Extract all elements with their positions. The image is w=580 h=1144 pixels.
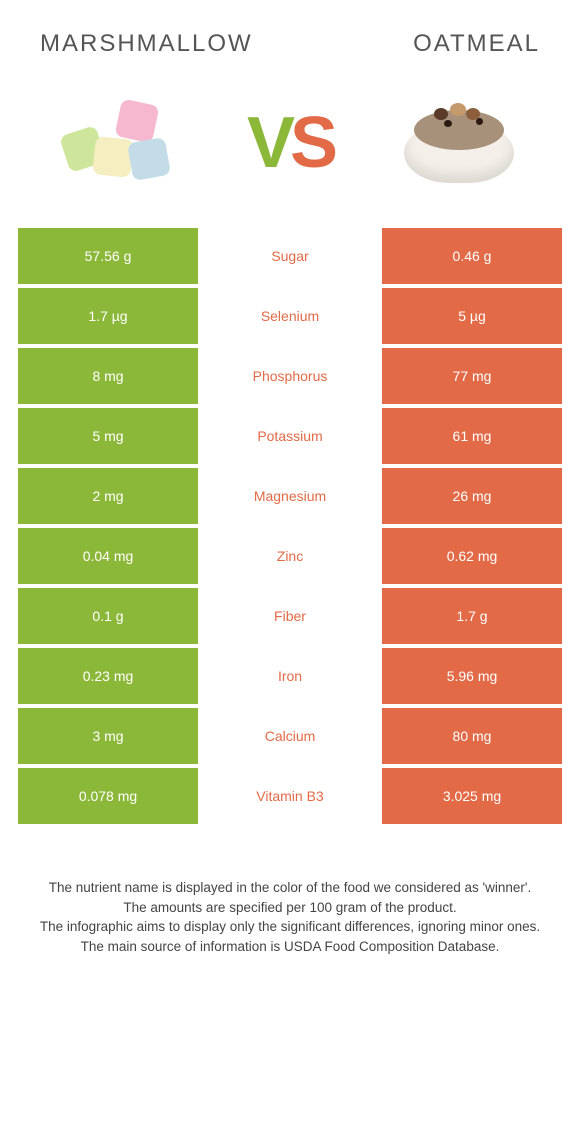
nutrient-label: Selenium (198, 288, 382, 344)
nutrient-label: Iron (198, 648, 382, 704)
oatmeal-image (384, 88, 534, 198)
left-value: 5 mg (18, 408, 198, 464)
footer-notes: The nutrient name is displayed in the co… (0, 828, 580, 976)
left-value: 57.56 g (18, 228, 198, 284)
table-row: 0.078 mgVitamin B33.025 mg (18, 768, 562, 824)
footer-line-3: The infographic aims to display only the… (30, 917, 550, 937)
mallow-blue (127, 137, 171, 181)
nutrient-label: Phosphorus (198, 348, 382, 404)
left-food-title: Marshmallow (40, 30, 253, 58)
mallow-pink (114, 98, 159, 143)
left-value: 1.7 µg (18, 288, 198, 344)
left-value: 0.23 mg (18, 648, 198, 704)
table-row: 0.1 gFiber1.7 g (18, 588, 562, 644)
table-row: 8 mgPhosphorus77 mg (18, 348, 562, 404)
footer-line-2: The amounts are specified per 100 gram o… (30, 898, 550, 918)
right-food-title: Oatmeal (413, 30, 540, 58)
right-value: 26 mg (382, 468, 562, 524)
header: Marshmallow Oatmeal (0, 0, 580, 68)
nutrient-label: Zinc (198, 528, 382, 584)
right-value: 5.96 mg (382, 648, 562, 704)
vs-s: S (290, 102, 333, 184)
left-value: 0.078 mg (18, 768, 198, 824)
right-value: 80 mg (382, 708, 562, 764)
table-row: 1.7 µgSelenium5 µg (18, 288, 562, 344)
table-row: 0.23 mgIron5.96 mg (18, 648, 562, 704)
oatmeal-oats (414, 110, 504, 150)
nutrient-label: Sugar (198, 228, 382, 284)
left-value: 2 mg (18, 468, 198, 524)
left-value: 0.04 mg (18, 528, 198, 584)
mallow-yellow (92, 136, 134, 178)
right-value: 1.7 g (382, 588, 562, 644)
right-value: 0.46 g (382, 228, 562, 284)
table-row: 57.56 gSugar0.46 g (18, 228, 562, 284)
footer-line-4: The main source of information is USDA F… (30, 937, 550, 957)
right-value: 0.62 mg (382, 528, 562, 584)
marshmallow-image (46, 88, 196, 198)
vs-row: V S (0, 68, 580, 228)
right-value: 61 mg (382, 408, 562, 464)
nutrient-label: Magnesium (198, 468, 382, 524)
table-row: 5 mgPotassium61 mg (18, 408, 562, 464)
table-row: 2 mgMagnesium26 mg (18, 468, 562, 524)
nutrient-label: Calcium (198, 708, 382, 764)
table-row: 3 mgCalcium80 mg (18, 708, 562, 764)
footer-line-1: The nutrient name is displayed in the co… (30, 878, 550, 898)
vs-v: V (247, 102, 290, 184)
comparison-table: 57.56 gSugar0.46 g1.7 µgSelenium5 µg8 mg… (0, 228, 580, 824)
left-value: 3 mg (18, 708, 198, 764)
nutrient-label: Potassium (198, 408, 382, 464)
right-value: 5 µg (382, 288, 562, 344)
left-value: 0.1 g (18, 588, 198, 644)
right-value: 3.025 mg (382, 768, 562, 824)
table-row: 0.04 mgZinc0.62 mg (18, 528, 562, 584)
right-value: 77 mg (382, 348, 562, 404)
left-value: 8 mg (18, 348, 198, 404)
nutrient-label: Fiber (198, 588, 382, 644)
nutrient-label: Vitamin B3 (198, 768, 382, 824)
vs-label: V S (247, 102, 333, 184)
